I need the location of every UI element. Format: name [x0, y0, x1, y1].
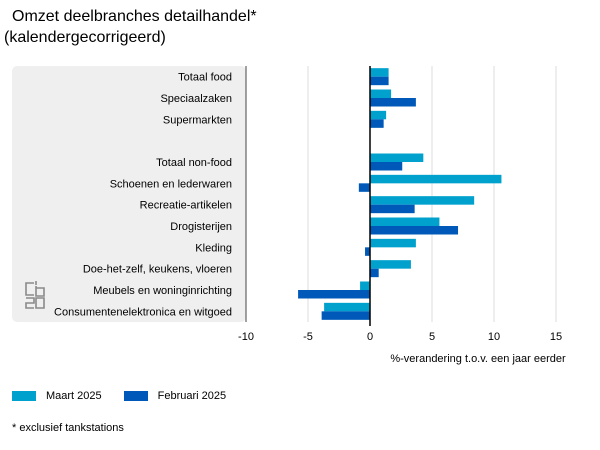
- category-label-0: Totaal food: [178, 72, 232, 84]
- bar-series-1-row-11: [324, 302, 370, 312]
- x-tick-label-4: 10: [488, 331, 500, 343]
- bar-series-2-row-11: [321, 311, 370, 320]
- bar-series-2-row-9: [370, 268, 379, 278]
- category-label-11: Consumentenelektronica en witgoed: [54, 306, 232, 318]
- bar-series-2-row-10: [298, 290, 370, 299]
- category-label-1: Speciaalzaken: [160, 93, 232, 105]
- bar-series-2-row-2: [370, 119, 384, 128]
- category-panel: [12, 66, 246, 322]
- category-label-6: Recreatie-artikelen: [140, 200, 232, 212]
- bar-series-1-row-2: [370, 110, 387, 120]
- cbs-logo-icon: [25, 281, 45, 309]
- legend-item-series-2[interactable]: Februari 2025: [123, 390, 227, 402]
- x-axis-label: %-verandering t.o.v. een jaar eerder: [390, 353, 566, 365]
- legend-swatch-series-1: [12, 391, 36, 401]
- bar-series-2-row-6: [370, 204, 415, 214]
- x-tick-label-1: -5: [303, 331, 313, 343]
- legend-label-series-1: Maart 2025: [46, 390, 102, 402]
- x-tick-label-2: 0: [367, 331, 373, 343]
- x-tick-label-3: 5: [429, 331, 435, 343]
- x-tick-label-0: -10: [238, 331, 254, 343]
- category-label-5: Schoenen en lederwaren: [110, 178, 232, 190]
- bar-series-2-row-0: [370, 76, 389, 86]
- bar-series-2-row-1: [370, 98, 416, 107]
- bar-series-2-row-5: [358, 183, 370, 192]
- bar-series-1-row-6: [370, 196, 475, 205]
- bar-series-1-row-1: [370, 89, 392, 98]
- legend-item-series-1[interactable]: Maart 2025: [12, 390, 102, 402]
- title-line-1: Omzet deelbranches detailhandel*: [12, 8, 257, 25]
- bar-series-1-row-10: [360, 281, 370, 290]
- bar-chart: -10 -5 0 5 10 15 Totaal food Speciaalzaken Super…: [12, 66, 566, 365]
- category-label-7: Drogisterijen: [170, 221, 232, 233]
- title-line-2: (kalendergecorrigeerd): [4, 29, 166, 46]
- legend-swatch-series-2: [123, 391, 148, 401]
- bar-series-1-row-9: [370, 260, 411, 269]
- bar-series-2-row-7: [370, 226, 459, 235]
- category-label-2: Supermarkten: [163, 114, 232, 126]
- category-label-4: Totaal non-food: [156, 157, 232, 169]
- chart-title: Omzet deelbranches detailhandel* (kalend…: [4, 6, 257, 48]
- bar-series-1-row-8: [370, 238, 416, 248]
- x-tick-label-5: 15: [550, 331, 562, 343]
- bar-series-1-row-7: [370, 217, 440, 226]
- bar-series-1-row-0: [370, 68, 389, 77]
- bar-series-1-row-4: [370, 153, 424, 162]
- bar-series-2-row-4: [370, 162, 403, 171]
- category-label-10: Meubels en woninginrichting: [93, 285, 232, 297]
- category-label-9: Doe-het-zelf, keukens, vloeren: [83, 264, 232, 276]
- legend-label-series-2: Februari 2025: [157, 390, 227, 402]
- category-label-8: Kleding: [195, 242, 232, 254]
- legend: Maart 2025 Februari 2025: [12, 390, 248, 402]
- footnote: * exclusief tankstations: [12, 422, 124, 434]
- bar-series-1-row-5: [370, 174, 502, 184]
- bar-series-2-row-8: [365, 247, 370, 256]
